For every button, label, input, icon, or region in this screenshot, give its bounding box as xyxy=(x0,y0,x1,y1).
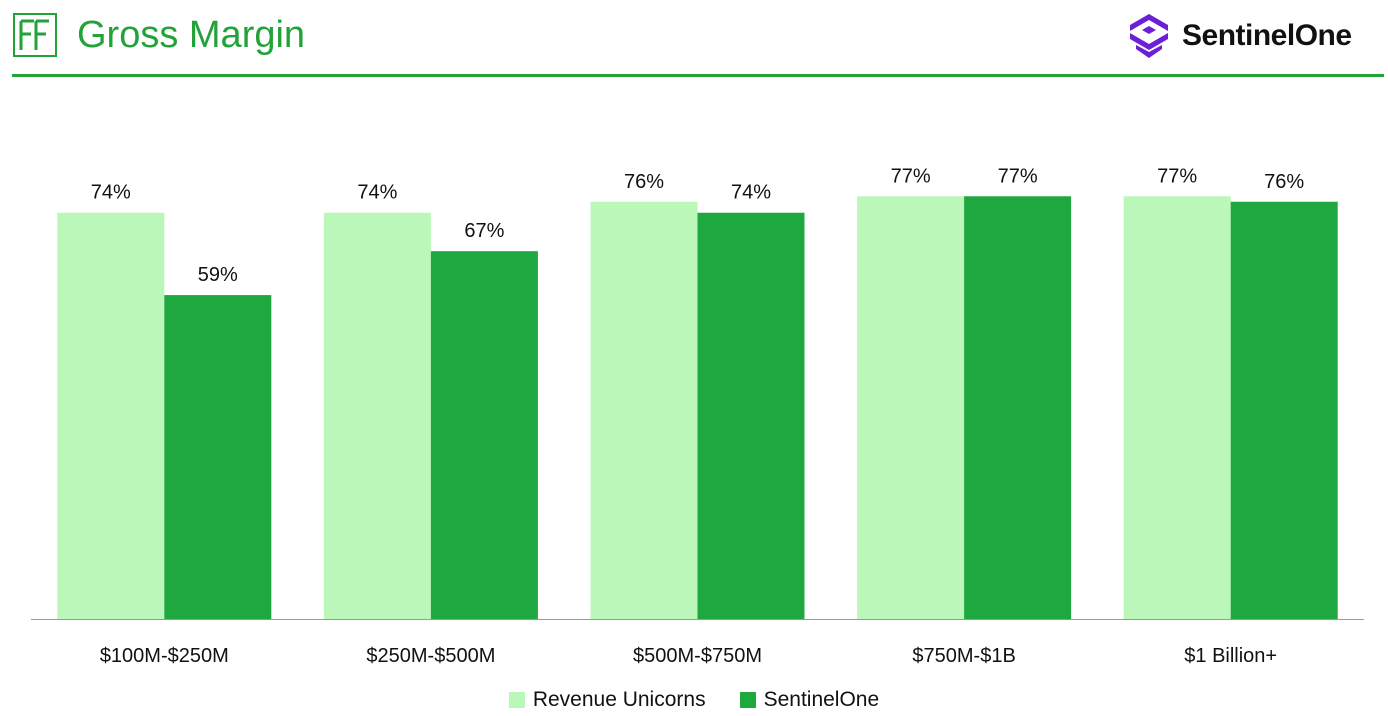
header-divider xyxy=(12,74,1384,77)
data-label-revenue-unicorns-4: 77% xyxy=(1157,165,1197,187)
chart-legend: Revenue Unicorns SentinelOne xyxy=(0,686,1388,714)
legend-item-revenue-unicorns: Revenue Unicorns xyxy=(508,688,706,712)
x-tick-label-4: $1 Billion+ xyxy=(1184,645,1277,667)
data-label-sentinelone-0: 59% xyxy=(198,264,238,286)
data-label-revenue-unicorns-3: 77% xyxy=(891,165,931,187)
legend-item-sentinelone: SentinelOne xyxy=(739,688,880,712)
header: Gross Margin SentinelOne xyxy=(0,0,1388,80)
bar-sentinelone-4 xyxy=(1230,201,1338,619)
legend-label-sentinelone: SentinelOne xyxy=(763,688,880,711)
bar-revenue-unicorns-3 xyxy=(857,196,965,619)
sentinelone-mark-icon xyxy=(1130,14,1168,58)
data-label-sentinelone-1: 67% xyxy=(464,220,504,242)
x-tick-label-0: $100M-$250M xyxy=(100,645,229,667)
data-label-sentinelone-2: 74% xyxy=(731,182,771,204)
data-label-sentinelone-4: 76% xyxy=(1264,171,1304,193)
legend-swatch-revenue-unicorns xyxy=(508,692,525,708)
x-tick-label-2: $500M-$750M xyxy=(633,645,762,667)
data-label-revenue-unicorns-1: 74% xyxy=(357,182,397,204)
brand-name: SentinelOne xyxy=(1182,19,1352,52)
bar-revenue-unicorns-0 xyxy=(57,212,165,620)
bar-revenue-unicorns-1 xyxy=(323,212,431,620)
x-tick-label-1: $250M-$500M xyxy=(366,645,495,667)
data-label-revenue-unicorns-0: 74% xyxy=(91,182,131,204)
bar-sentinelone-0 xyxy=(164,295,272,619)
bar-sentinelone-2 xyxy=(697,212,805,620)
page-title: Gross Margin xyxy=(77,14,306,56)
ff-logo-icon xyxy=(13,13,57,57)
brand-logo: SentinelOne xyxy=(1128,12,1378,60)
data-label-sentinelone-3: 77% xyxy=(998,165,1038,187)
data-label-revenue-unicorns-2: 76% xyxy=(624,171,664,193)
bar-sentinelone-3 xyxy=(964,196,1072,619)
bar-revenue-unicorns-2 xyxy=(590,201,698,619)
legend-swatch-sentinelone xyxy=(739,692,756,708)
bar-sentinelone-1 xyxy=(430,251,538,620)
bar-revenue-unicorns-4 xyxy=(1123,196,1231,619)
legend-label-revenue-unicorns: Revenue Unicorns xyxy=(532,688,706,711)
x-tick-label-3: $750M-$1B xyxy=(912,645,1015,667)
gross-margin-chart: 74% 59% $100M-$250M 74% 67% $250M-$500M 76% 74%… xyxy=(31,165,1364,667)
